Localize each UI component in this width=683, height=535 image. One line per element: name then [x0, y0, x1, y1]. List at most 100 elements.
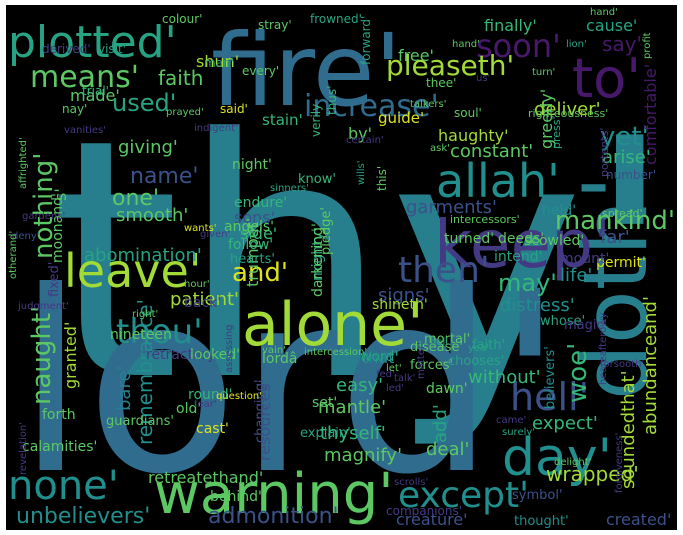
word-74: by'	[348, 124, 372, 143]
word-188: hand'	[452, 39, 480, 50]
word-69: greedy'	[537, 89, 556, 149]
word-158: affrighted'	[18, 137, 29, 189]
word-148: press'	[550, 116, 563, 149]
word-123: magic'	[564, 318, 607, 333]
word-7: leave'	[64, 244, 201, 298]
word-75: stain'	[262, 111, 303, 129]
word-43: remembrance'	[133, 299, 157, 445]
word-27: used'	[112, 89, 176, 117]
word-115: forth	[42, 407, 76, 423]
word-89: mount'	[560, 251, 609, 267]
word-37: deliver'	[534, 99, 601, 120]
word-128: thus'	[325, 86, 339, 115]
word-83: follow'	[228, 237, 273, 253]
word-63: far'	[600, 227, 630, 248]
word-9: day'	[502, 428, 612, 488]
word-192: us'	[476, 73, 490, 84]
word-13: except'	[398, 475, 529, 516]
word-147: profit	[642, 32, 653, 59]
word-24: mankind'	[555, 206, 675, 236]
word-130: stray'	[258, 18, 292, 32]
word-109: believers'	[543, 346, 558, 409]
word-159: judgment'	[17, 301, 69, 312]
word-80: night'	[232, 157, 272, 173]
word-165: yea'	[468, 343, 489, 354]
word-181: sinners'	[270, 183, 309, 194]
word-39: arise'	[602, 147, 651, 168]
word-48: granted'	[61, 322, 80, 389]
word-97: looked'	[190, 347, 240, 363]
word-25: yet'	[600, 122, 649, 152]
word-15: thou'	[116, 312, 203, 352]
word-64: garments'	[406, 197, 497, 218]
word-23: and'	[232, 258, 288, 288]
word-95: retractory	[146, 347, 216, 363]
word-178: ask'	[430, 143, 450, 154]
word-21: nothing'	[29, 153, 59, 259]
word-154: given'	[200, 229, 230, 240]
word-17: increase'	[304, 89, 439, 124]
word-150: righteousness'	[528, 107, 608, 120]
word-67: cause'	[586, 16, 637, 35]
word-cloud-canvas: thy'lord' fire' doth'keep'alone' warning' le…	[8, 7, 675, 529]
word-84: mighty'	[310, 228, 326, 281]
word-155: wants'	[184, 223, 217, 234]
word-65: trumpet'	[243, 218, 262, 287]
word-101: cast'	[196, 421, 229, 437]
word-86: turned'	[444, 231, 494, 247]
word-120: chooses'	[448, 354, 504, 369]
word-16: hell'	[510, 375, 589, 419]
word-31: name'	[130, 164, 198, 189]
word-34: faith	[158, 66, 203, 90]
word-110: symbol'	[512, 488, 563, 503]
word-140: forward'	[359, 16, 373, 65]
word-143: frowned'	[310, 12, 362, 26]
word-117: guardians'	[106, 414, 174, 429]
word-126: fixed'	[47, 262, 62, 297]
word-149: portents'	[598, 128, 611, 177]
word-174: prayed'	[166, 107, 204, 118]
word-182: otherand'	[8, 231, 19, 279]
word-22: naught'	[27, 306, 57, 405]
word-177: talkers'	[410, 99, 446, 110]
word-81: angels'	[224, 219, 274, 235]
word-169: came'	[496, 415, 526, 426]
word-35: made'	[70, 86, 120, 105]
word-189: heareafterowy	[598, 313, 609, 385]
word-156: gardens'	[22, 211, 65, 222]
word-85: darkening'	[310, 223, 326, 297]
word-187: let'	[386, 363, 402, 374]
word-20: pleaseth'	[386, 49, 514, 82]
word-121: whose'	[540, 314, 585, 329]
word-78: add'	[430, 404, 451, 443]
word-112: companions'	[386, 504, 462, 518]
word-137: said'	[220, 102, 248, 116]
word-145: turn'	[532, 67, 555, 78]
word-153: intercessors'	[450, 213, 520, 226]
word-2: fire'	[211, 12, 402, 129]
word-176: indigent'	[194, 123, 238, 134]
word-82: endure'	[234, 195, 287, 211]
word-141: thee'	[426, 76, 456, 90]
word-185: fed'	[376, 369, 395, 380]
word-79: that'	[362, 348, 399, 367]
word-116: calamities'	[22, 439, 97, 455]
word-142: colour'	[162, 12, 202, 26]
word-8: allah'	[436, 154, 560, 208]
word-163: intercession'	[304, 347, 367, 358]
word-5: alone'	[242, 290, 424, 360]
word-73: shun'	[196, 52, 239, 71]
word-52: thyself'	[320, 423, 386, 444]
word-51: mantle'	[318, 397, 386, 418]
word-183: matter'	[416, 342, 427, 379]
word-146: lion'	[566, 39, 587, 50]
word-171: revelation'	[18, 422, 29, 475]
word-44: giving'	[118, 137, 178, 158]
word-132: every'	[242, 64, 279, 78]
word-72: side'	[240, 224, 277, 243]
word-118: hearts'	[230, 252, 275, 267]
word-88: permit'	[596, 255, 646, 271]
word-19: means'	[30, 60, 139, 95]
word-138: soul'	[454, 106, 482, 120]
word-36: comfortable'	[641, 64, 660, 165]
